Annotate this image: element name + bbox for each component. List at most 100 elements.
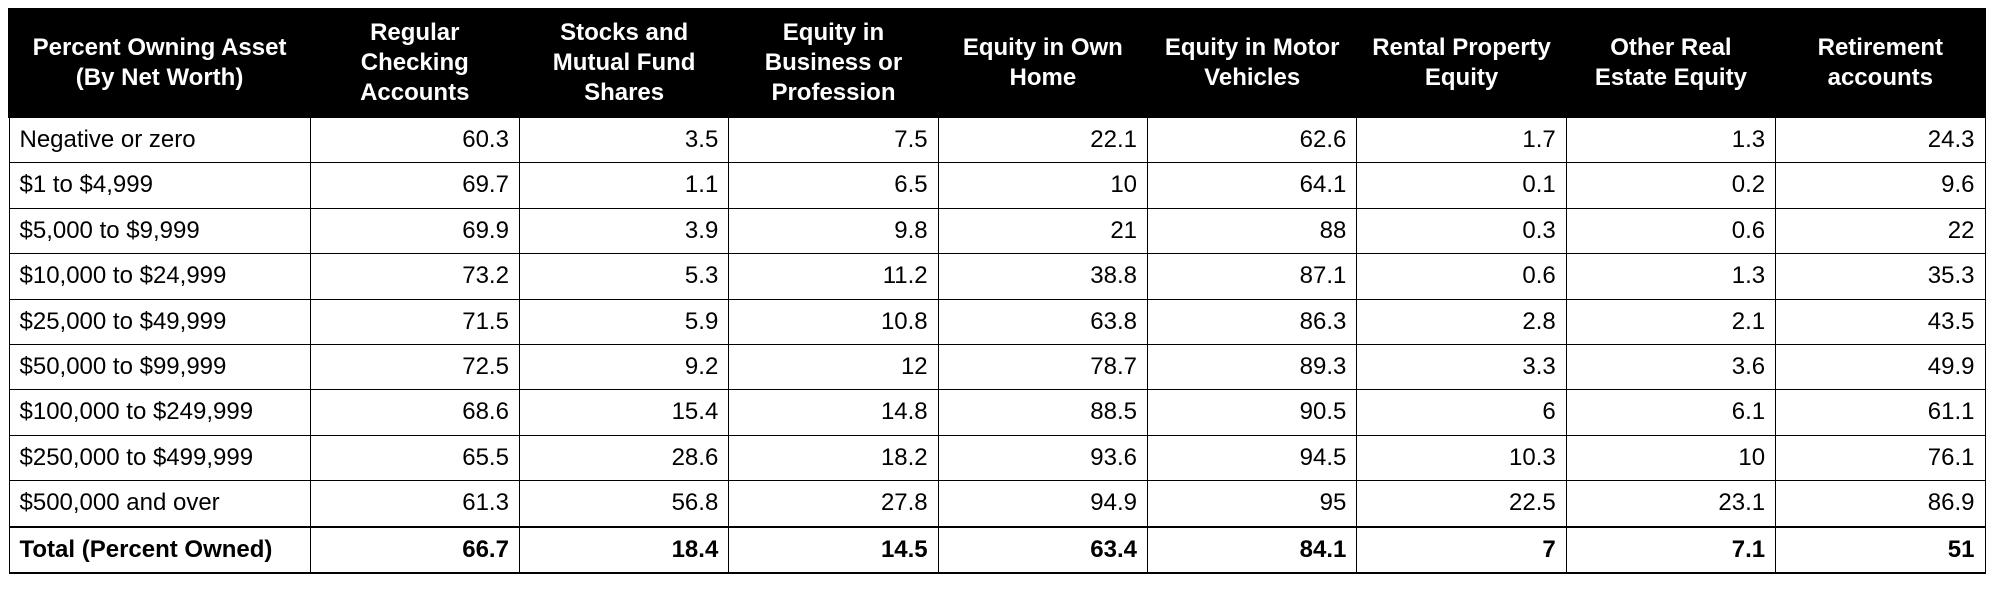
cell: 10 [938,163,1147,208]
total-cell: 66.7 [310,527,519,573]
row-label: $500,000 and over [9,481,310,527]
cell: 24.3 [1776,117,1985,163]
cell: 21 [938,208,1147,253]
cell: 6 [1357,390,1566,435]
total-cell: 7.1 [1566,527,1775,573]
cell: 22 [1776,208,1985,253]
cell: 2.1 [1566,299,1775,344]
total-label: Total (Percent Owned) [9,527,310,573]
cell: 28.6 [519,435,728,480]
cell: 14.8 [729,390,938,435]
cell: 64.1 [1148,163,1357,208]
table-body: Negative or zero 60.3 3.5 7.5 22.1 62.6 … [9,117,1985,573]
cell: 5.3 [519,254,728,299]
row-label: $250,000 to $499,999 [9,435,310,480]
cell: 76.1 [1776,435,1985,480]
cell: 35.3 [1776,254,1985,299]
table-row: $250,000 to $499,999 65.5 28.6 18.2 93.6… [9,435,1985,480]
cell: 0.2 [1566,163,1775,208]
cell: 18.2 [729,435,938,480]
col-header-home: Equity in Own Home [938,9,1147,117]
cell: 61.3 [310,481,519,527]
table-row: $50,000 to $99,999 72.5 9.2 12 78.7 89.3… [9,344,1985,389]
cell: 6.1 [1566,390,1775,435]
table-row: $10,000 to $24,999 73.2 5.3 11.2 38.8 87… [9,254,1985,299]
col-header-retirement: Retirement accounts [1776,9,1985,117]
cell: 73.2 [310,254,519,299]
cell: 0.3 [1357,208,1566,253]
cell: 10.8 [729,299,938,344]
cell: 49.9 [1776,344,1985,389]
cell: 10 [1566,435,1775,480]
cell: 1.7 [1357,117,1566,163]
row-label: $100,000 to $249,999 [9,390,310,435]
row-label: $1 to $4,999 [9,163,310,208]
table-row: $1 to $4,999 69.7 1.1 6.5 10 64.1 0.1 0.… [9,163,1985,208]
cell: 72.5 [310,344,519,389]
cell: 1.3 [1566,117,1775,163]
cell: 15.4 [519,390,728,435]
col-header-rental: Rental Property Equity [1357,9,1566,117]
total-cell: 51 [1776,527,1985,573]
cell: 0.6 [1566,208,1775,253]
cell: 7.5 [729,117,938,163]
cell: 88 [1148,208,1357,253]
cell: 90.5 [1148,390,1357,435]
col-header-business: Equity in Business or Profession [729,9,938,117]
table-row: $500,000 and over 61.3 56.8 27.8 94.9 95… [9,481,1985,527]
cell: 0.6 [1357,254,1566,299]
col-header-other-re: Other Real Estate Equity [1566,9,1775,117]
cell: 11.2 [729,254,938,299]
cell: 23.1 [1566,481,1775,527]
asset-ownership-table: Percent Owning Asset (By Net Worth) Regu… [8,8,1986,574]
row-label: $50,000 to $99,999 [9,344,310,389]
cell: 69.9 [310,208,519,253]
table-row: $100,000 to $249,999 68.6 15.4 14.8 88.5… [9,390,1985,435]
cell: 86.9 [1776,481,1985,527]
cell: 60.3 [310,117,519,163]
row-label: $25,000 to $49,999 [9,299,310,344]
cell: 0.1 [1357,163,1566,208]
cell: 43.5 [1776,299,1985,344]
col-header-motor: Equity in Motor Vehicles [1148,9,1357,117]
cell: 12 [729,344,938,389]
cell: 63.8 [938,299,1147,344]
table-row: $5,000 to $9,999 69.9 3.9 9.8 21 88 0.3 … [9,208,1985,253]
cell: 22.5 [1357,481,1566,527]
col-header-networth: Percent Owning Asset (By Net Worth) [9,9,310,117]
cell: 94.5 [1148,435,1357,480]
cell: 27.8 [729,481,938,527]
total-cell: 84.1 [1148,527,1357,573]
cell: 2.8 [1357,299,1566,344]
cell: 68.6 [310,390,519,435]
row-label: $10,000 to $24,999 [9,254,310,299]
cell: 10.3 [1357,435,1566,480]
cell: 95 [1148,481,1357,527]
cell: 62.6 [1148,117,1357,163]
cell: 3.5 [519,117,728,163]
cell: 5.9 [519,299,728,344]
cell: 71.5 [310,299,519,344]
cell: 89.3 [1148,344,1357,389]
cell: 3.3 [1357,344,1566,389]
total-cell: 63.4 [938,527,1147,573]
total-row: Total (Percent Owned) 66.7 18.4 14.5 63.… [9,527,1985,573]
total-cell: 7 [1357,527,1566,573]
cell: 86.3 [1148,299,1357,344]
cell: 1.1 [519,163,728,208]
cell: 65.5 [310,435,519,480]
row-label: $5,000 to $9,999 [9,208,310,253]
cell: 61.1 [1776,390,1985,435]
row-label: Negative or zero [9,117,310,163]
cell: 3.9 [519,208,728,253]
cell: 1.3 [1566,254,1775,299]
cell: 94.9 [938,481,1147,527]
total-cell: 18.4 [519,527,728,573]
cell: 69.7 [310,163,519,208]
table-row: $25,000 to $49,999 71.5 5.9 10.8 63.8 86… [9,299,1985,344]
cell: 6.5 [729,163,938,208]
cell: 56.8 [519,481,728,527]
cell: 87.1 [1148,254,1357,299]
col-header-checking: Regular Checking Accounts [310,9,519,117]
total-cell: 14.5 [729,527,938,573]
